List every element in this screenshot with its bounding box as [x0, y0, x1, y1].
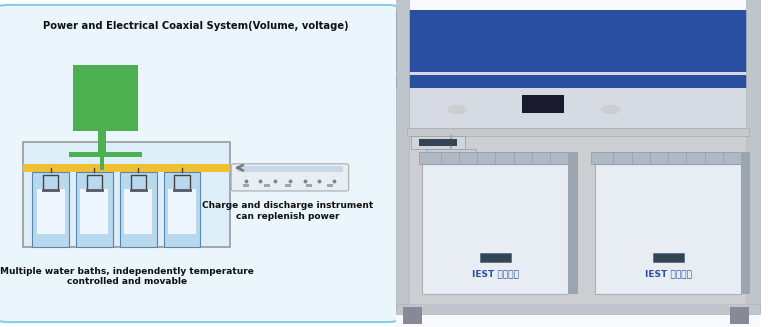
Bar	[69, 152, 142, 157]
Bar	[73, 65, 138, 131]
Bar	[23, 164, 230, 172]
Bar	[409, 131, 746, 304]
Bar	[396, 72, 760, 131]
Bar	[746, 0, 760, 311]
Circle shape	[601, 106, 620, 113]
Text: Power and Electrical Coaxial System(Volume, voltage): Power and Electrical Coaxial System(Volu…	[43, 21, 349, 31]
Bar	[730, 307, 749, 324]
Bar	[411, 136, 465, 149]
Bar	[37, 189, 65, 234]
Bar	[422, 164, 568, 294]
Bar	[591, 152, 745, 164]
Bar	[23, 142, 230, 247]
Bar	[120, 172, 157, 247]
Text: Multiple water baths, independently temperature
controlled and movable: Multiple water baths, independently temp…	[0, 267, 253, 286]
Bar	[98, 131, 106, 152]
Circle shape	[448, 106, 466, 113]
Bar	[100, 157, 104, 170]
Bar	[124, 189, 152, 234]
Bar	[396, 75, 760, 88]
Bar	[396, 0, 409, 311]
Text: IEST 元能科技: IEST 元能科技	[644, 269, 692, 278]
Bar	[76, 172, 113, 247]
Bar	[595, 164, 741, 294]
Text: IEST 元能科技: IEST 元能科技	[472, 269, 519, 278]
Text: Charge and discharge instrument
can replenish power: Charge and discharge instrument can repl…	[203, 201, 373, 220]
Bar	[522, 95, 564, 113]
Bar	[568, 152, 578, 294]
Bar	[407, 128, 749, 136]
Bar	[32, 172, 69, 247]
Bar	[285, 184, 291, 187]
Bar	[396, 0, 760, 327]
Bar	[653, 253, 684, 262]
Bar	[81, 189, 108, 234]
Bar	[419, 139, 457, 146]
Bar	[168, 189, 196, 234]
Bar	[403, 307, 422, 324]
FancyBboxPatch shape	[231, 164, 349, 191]
Bar	[306, 184, 312, 187]
Bar	[426, 149, 476, 177]
Bar	[396, 304, 760, 314]
Bar	[741, 152, 750, 294]
Bar	[327, 184, 333, 187]
Bar	[164, 172, 200, 247]
Bar	[419, 152, 572, 164]
Bar	[396, 10, 760, 72]
Bar	[264, 184, 270, 187]
Bar	[243, 184, 249, 187]
Bar	[480, 253, 511, 262]
Bar	[237, 166, 343, 172]
FancyBboxPatch shape	[0, 5, 399, 322]
